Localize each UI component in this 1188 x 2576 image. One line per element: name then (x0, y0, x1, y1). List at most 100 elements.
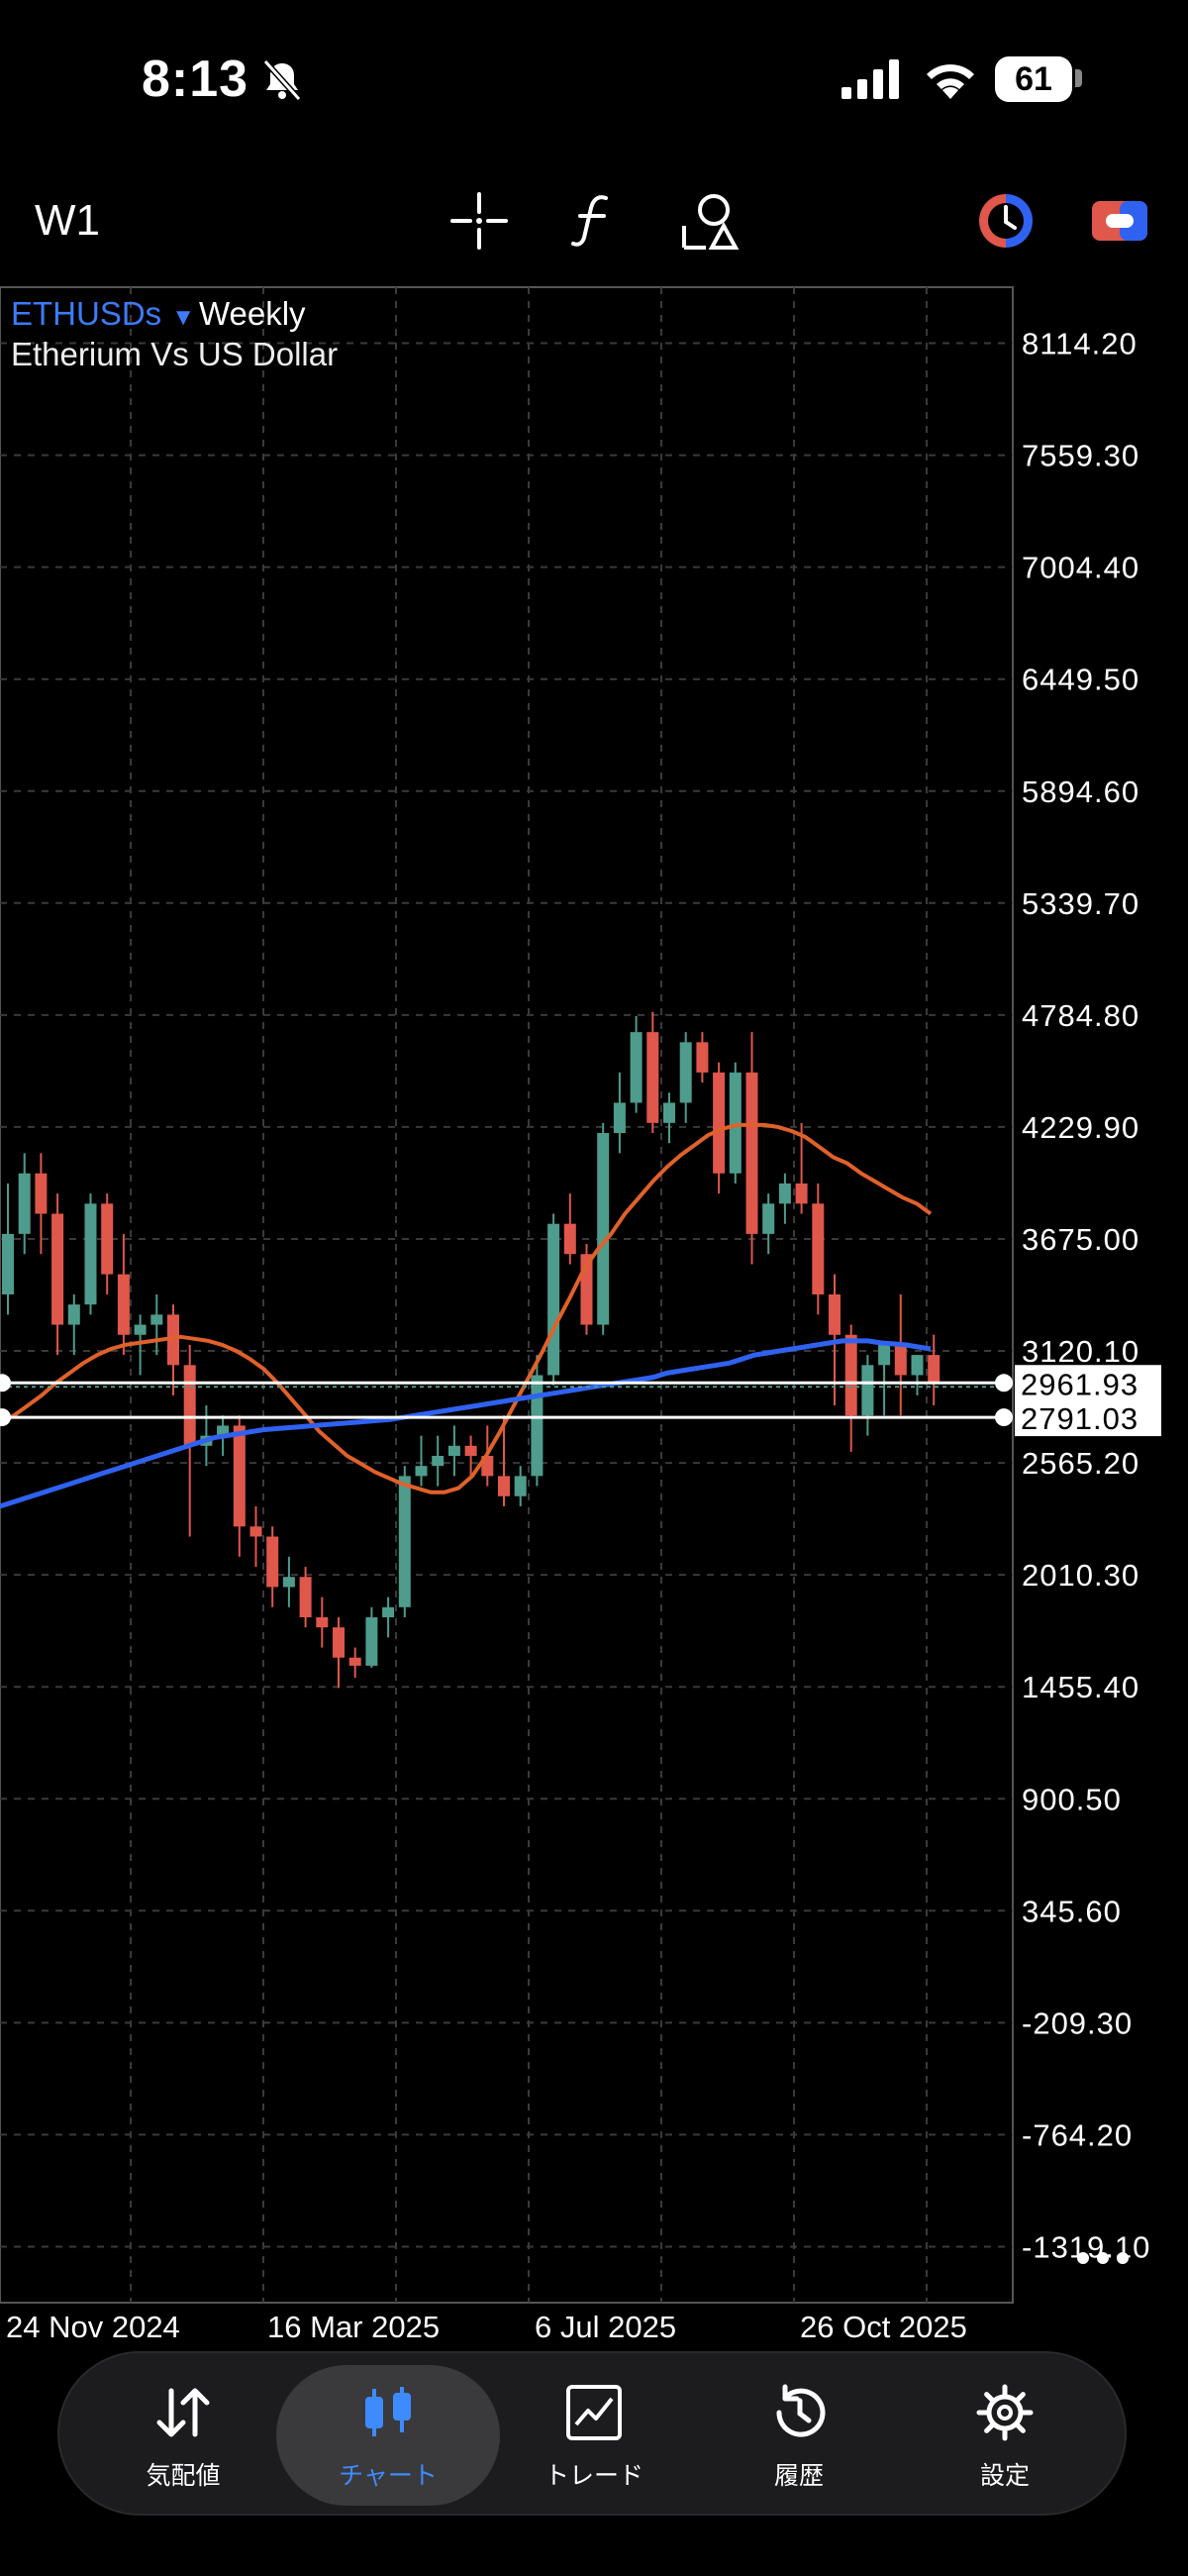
battery-cap (1075, 69, 1082, 87)
symbol-dropdown-icon[interactable]: ▼ (171, 304, 195, 331)
candle-body (233, 1425, 246, 1527)
symbol-header[interactable]: ETHUSDs ▼ Weekly (11, 295, 306, 333)
candle-body (447, 1445, 460, 1456)
price-line-handle (995, 1408, 1013, 1427)
candlestick-icon (365, 2387, 411, 2436)
candle-body (563, 1223, 576, 1255)
y-tick-label: 4784.80 (1022, 998, 1139, 1033)
price-label: 2791.03 (1021, 1401, 1138, 1436)
y-tick-label: 5894.60 (1022, 774, 1139, 809)
battery-indicator: 61 (995, 56, 1072, 102)
settings-gear-icon (976, 2384, 1034, 2441)
x-tick-label: 16 Mar 2025 (267, 2310, 440, 2344)
candle-body (630, 1032, 643, 1103)
tab-settings[interactable]: 設定 (893, 2365, 1117, 2506)
candle-body (729, 1072, 742, 1174)
candle-body (382, 1606, 395, 1617)
y-tick-label: 4229.90 (1022, 1110, 1139, 1145)
candle-body (266, 1536, 279, 1588)
wifi-icon (927, 64, 974, 99)
chart-period: Weekly (198, 295, 306, 332)
candle-body (812, 1203, 825, 1295)
tab-trade[interactable]: トレード (482, 2365, 706, 2506)
candle-body (67, 1304, 80, 1325)
candle-body (795, 1183, 808, 1204)
tab-chart[interactable]: チャート (276, 2365, 500, 2506)
candle-body (894, 1344, 907, 1376)
candle-body (282, 1577, 295, 1588)
history-icon (776, 2384, 826, 2437)
candle-body (365, 1616, 378, 1666)
candle-body (762, 1203, 775, 1234)
timeframe-selector[interactable]: W1 (35, 196, 100, 245)
y-tick-label: 1455.40 (1022, 1670, 1139, 1704)
account-toggle-icon[interactable] (1089, 190, 1150, 252)
candle-body (663, 1102, 675, 1123)
symbol-description: Etherium Vs US Dollar (11, 336, 339, 372)
y-tick-label: 7559.30 (1022, 439, 1139, 473)
y-tick-label: 345.60 (1022, 1894, 1122, 1928)
moving-average-slow (0, 1338, 932, 1509)
tab-label: トレード (544, 2462, 644, 2490)
moving-average-fast (0, 1122, 933, 1494)
plot-frame (0, 286, 1014, 2304)
tab-label: 履歴 (773, 2462, 824, 2490)
candle-body (531, 1375, 544, 1477)
candle-body (101, 1203, 114, 1275)
candle-body (514, 1476, 527, 1496)
y-tick-label: 3120.10 (1022, 1334, 1139, 1369)
y-tick-label: 8114.20 (1022, 327, 1138, 361)
candle-body (498, 1476, 510, 1496)
candle-body (249, 1526, 262, 1537)
tab-quotes[interactable]: 気配値 (71, 2365, 295, 2506)
indicators-function-icon[interactable] (562, 190, 624, 252)
candle-body (878, 1344, 891, 1366)
candle-body (333, 1627, 345, 1658)
candle-body (398, 1476, 411, 1607)
trade-chart-icon (566, 2385, 622, 2440)
y-tick-label: 900.50 (1022, 1782, 1122, 1816)
arrows-updown-icon (156, 2388, 210, 2437)
y-tick-label: 2565.20 (1022, 1446, 1139, 1481)
status-time: 8:13 (142, 51, 249, 108)
candle-body (613, 1102, 626, 1134)
candle-body (844, 1334, 857, 1416)
tab-label: 気配値 (146, 2462, 221, 2490)
crosshair-icon[interactable] (448, 190, 510, 252)
candle-body (299, 1577, 312, 1617)
tab-label: 設定 (979, 2462, 1030, 2490)
candle-body (117, 1274, 130, 1335)
candle-body (696, 1042, 709, 1073)
y-tick-label: 3675.00 (1022, 1222, 1139, 1257)
y-tick-label: 5339.70 (1022, 886, 1139, 921)
x-tick-label: 6 Jul 2025 (535, 2310, 676, 2344)
y-tick-label: 7004.40 (1022, 551, 1139, 585)
symbol-name[interactable]: ETHUSDs (11, 295, 162, 332)
y-tick-label: 6449.50 (1022, 663, 1139, 697)
candle-body (829, 1294, 841, 1335)
drawing-objects-icon[interactable] (678, 190, 740, 252)
more-options-icon[interactable] (1073, 2248, 1133, 2268)
candle-body (51, 1213, 64, 1325)
candle-body (183, 1365, 196, 1446)
candle-body (35, 1173, 48, 1214)
candle-body (348, 1657, 361, 1666)
price-line-handle (0, 1374, 11, 1392)
tab-history[interactable]: 履歴 (687, 2365, 911, 2506)
candle-body (745, 1072, 758, 1234)
y-tick-label: 2010.30 (1022, 1558, 1139, 1593)
market-clock-icon[interactable] (975, 190, 1037, 252)
candle-body (464, 1445, 477, 1456)
price-line-handle (0, 1408, 11, 1427)
candle-body (316, 1616, 329, 1628)
price-label-box (1015, 1399, 1161, 1437)
candle-body (597, 1133, 610, 1325)
price-line-handle (995, 1374, 1013, 1392)
candle-body (217, 1425, 230, 1436)
candle-body (84, 1203, 97, 1305)
y-tick-label: -764.20 (1022, 2117, 1133, 2152)
candle-body (18, 1173, 31, 1234)
bottom-tab-bar: 気配値 チャート トレード 履歴 (57, 2351, 1127, 2516)
candle-body (928, 1355, 940, 1384)
